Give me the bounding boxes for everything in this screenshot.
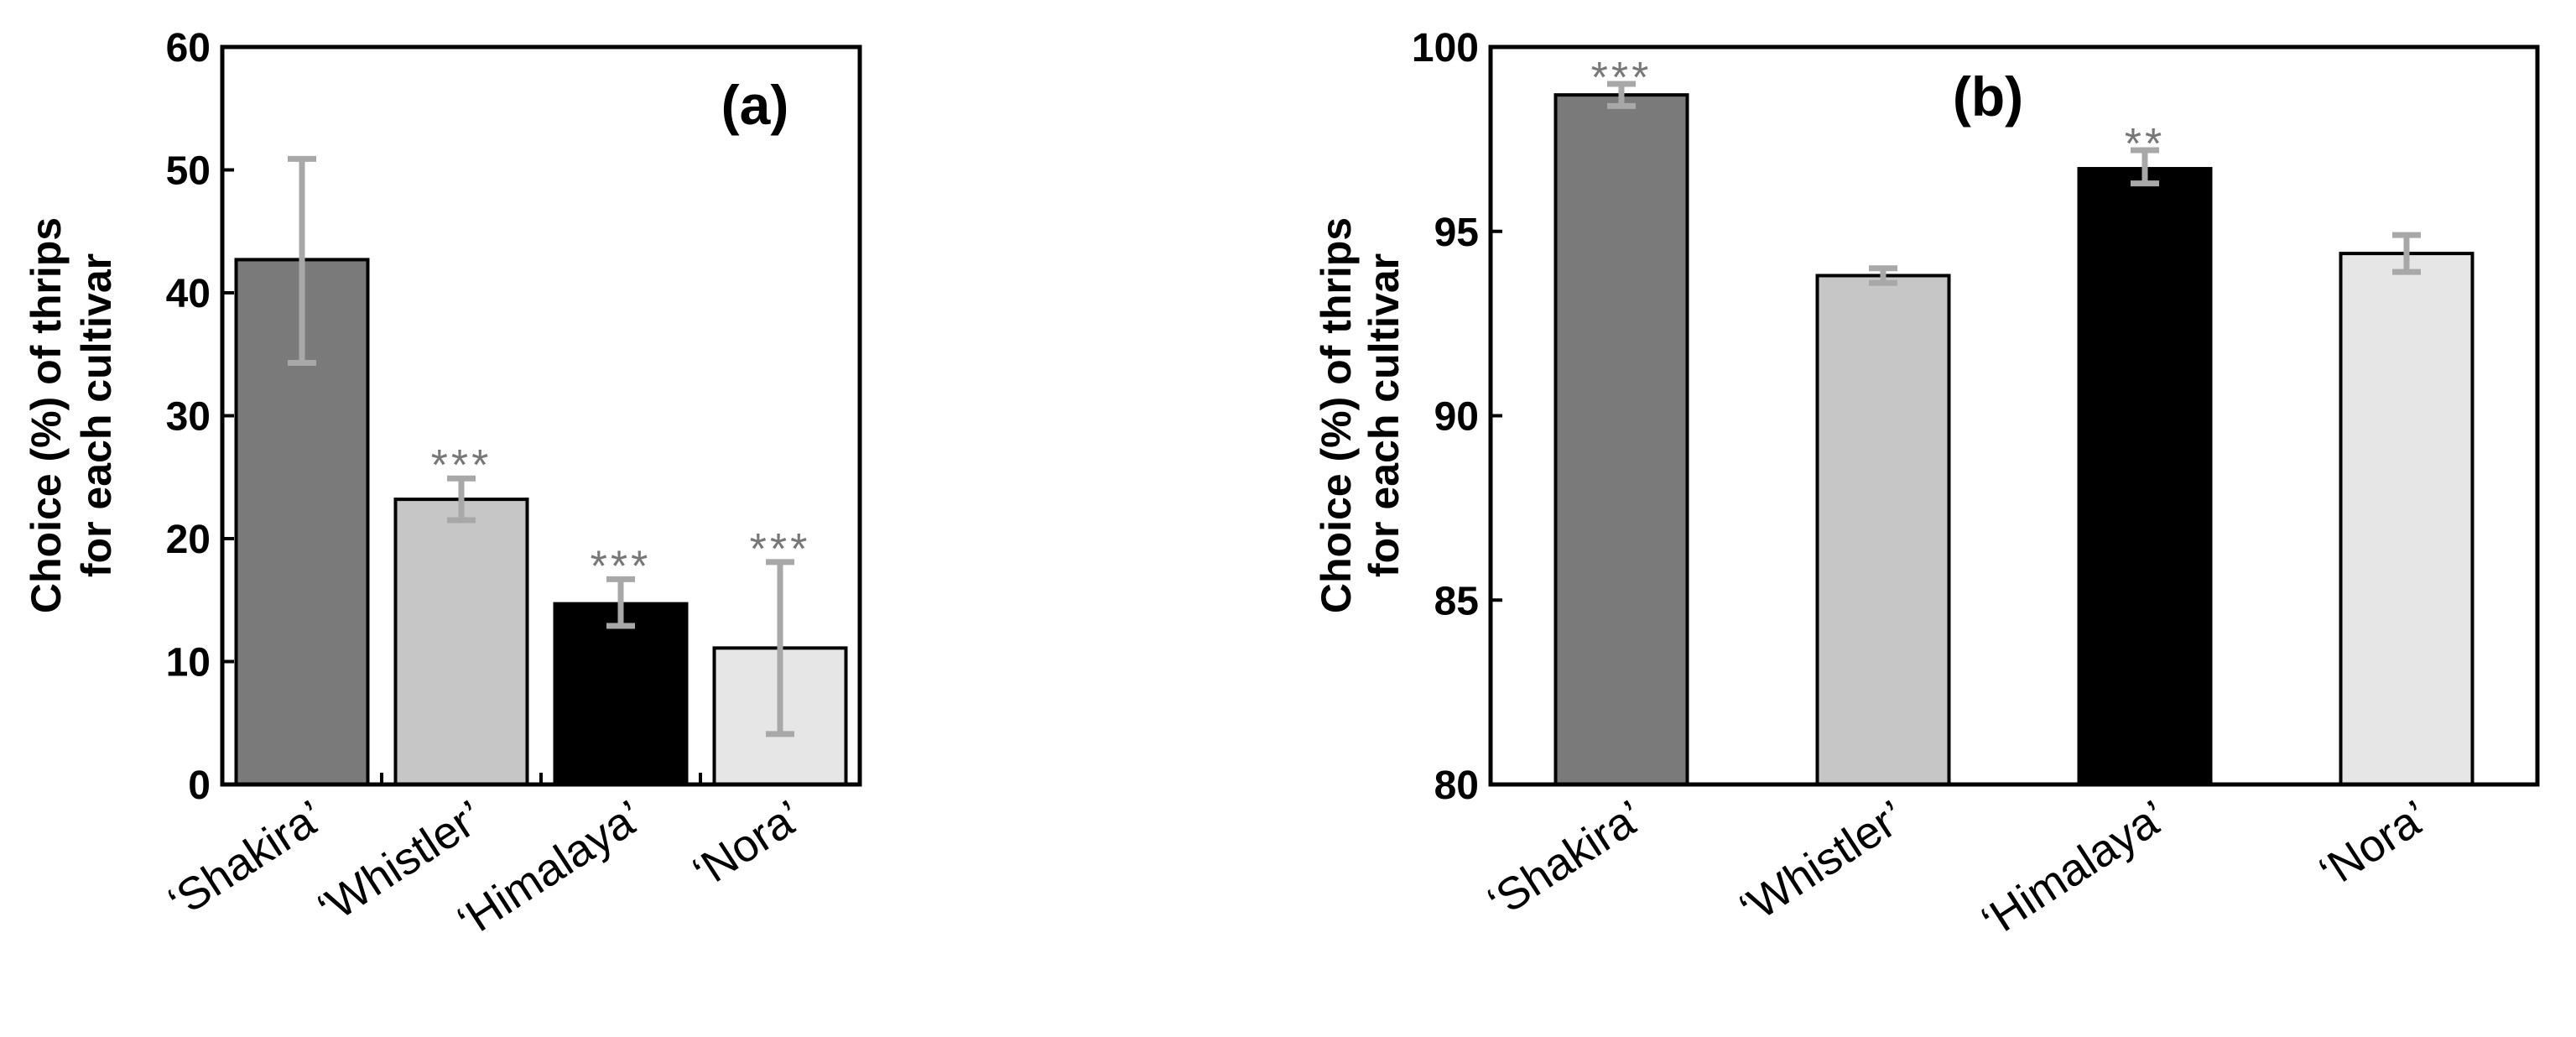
panel-b-bar-1 xyxy=(1815,274,1951,786)
panel-b-title: (b) xyxy=(1953,65,2023,128)
panel-a-category-label-0: ‘Shakira’ xyxy=(159,791,332,928)
panel-a-ytick-label-5: 50 xyxy=(166,149,211,194)
panel-b-error-bar-2 xyxy=(2131,147,2159,187)
panel-b-ytick-label-3: 95 xyxy=(1434,211,1479,255)
panel-a-error-bar-1 xyxy=(447,475,476,524)
panel-b-significance-0: *** xyxy=(1591,54,1652,102)
panel-a-ytick-label-2: 20 xyxy=(166,518,211,562)
panel-b-bar-2 xyxy=(2077,167,2213,787)
panel-a-ytick-label-4: 40 xyxy=(166,272,211,316)
panel-a-error-bar-2 xyxy=(606,576,635,629)
panel-a-chart: ****** ***0102030405060‘Shakira’‘Whistler… xyxy=(23,26,862,947)
panel-b-error-bar-3 xyxy=(2392,232,2421,275)
panel-a-title: (a) xyxy=(721,74,789,136)
panel-a-significance-1: *** xyxy=(431,441,492,490)
panel-a-category-label-3: ‘Nora’ xyxy=(684,791,811,898)
panel-a-error-bar-0 xyxy=(288,155,316,367)
panel-b-category-label-1: ‘Whistler’ xyxy=(1730,791,1913,935)
panel-b-ytick-label-0: 80 xyxy=(1434,763,1479,808)
panel-a-bar-2 xyxy=(553,602,689,787)
panel-b-error-bar-1 xyxy=(1869,265,1897,286)
panel-b-category-label-0: ‘Shakira’ xyxy=(1479,791,1652,928)
panel-b-error-bar-0 xyxy=(1607,81,1636,109)
panel-a-ytick-label-1: 10 xyxy=(166,641,211,685)
panel-b-ytick-label-1: 85 xyxy=(1434,579,1479,623)
panel-b-y-axis-title-line-1: Choice (%) of thrips xyxy=(1313,217,1360,613)
panel-a-significance-2: *** xyxy=(591,542,652,591)
panel-a-error-bar-3 xyxy=(766,559,794,737)
panel-b-bar-0 xyxy=(1553,93,1689,786)
panel-b-category-label-3: ‘Nora’ xyxy=(2311,791,2438,898)
panel-a-ytick-label-6: 60 xyxy=(166,26,211,70)
panel-a-y-axis-title-line-2: for each cultivar xyxy=(73,253,120,577)
panel-b-bar-3 xyxy=(2339,252,2475,786)
panel-b-ytick-label-4: 100 xyxy=(1412,26,1479,70)
panel-b-category-label-2: ‘Himalaya’ xyxy=(1973,791,2176,947)
panel-a-y-axis-title-line-1: Choice (%) of thrips xyxy=(23,217,70,613)
panel-a-ytick-label-0: 0 xyxy=(188,763,211,808)
panel-b-y-axis-title-line-2: for each cultivar xyxy=(1361,253,1408,577)
panel-b-ytick-label-2: 90 xyxy=(1434,395,1479,440)
panel-a-bar-1 xyxy=(393,498,529,786)
panel-a-significance-3: *** xyxy=(750,525,811,574)
panel-a-ytick-label-3: 30 xyxy=(166,395,211,440)
panel-b-significance-2: ** xyxy=(2125,120,2165,169)
